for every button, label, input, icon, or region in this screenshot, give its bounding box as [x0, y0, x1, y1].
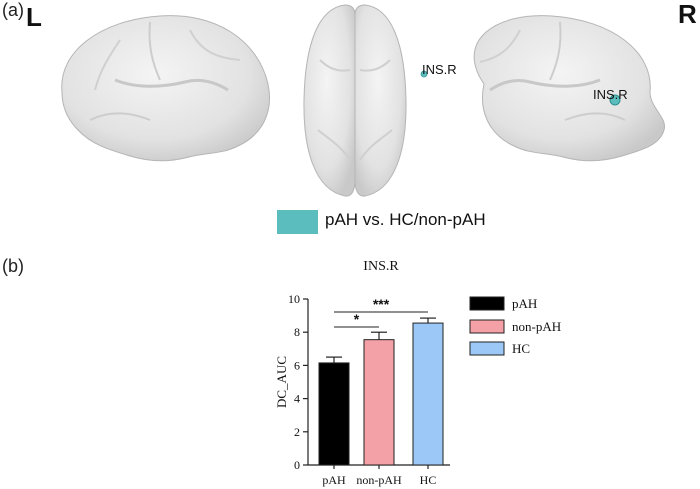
- panel-b-label: (b): [2, 256, 24, 276]
- y-tick-label-8: 8: [294, 325, 300, 339]
- roi-label-right: INS.R: [593, 87, 628, 102]
- y-tick-label-0: 0: [294, 458, 300, 472]
- bar-non-pAH: [363, 339, 395, 466]
- roi-label-top: INS.R: [422, 62, 457, 77]
- y-tick-label-4: 4: [294, 392, 300, 406]
- brain-views: [61, 4, 666, 234]
- legend-swatch-pAH: [469, 296, 505, 311]
- legend-swatch-HC: [469, 341, 505, 356]
- ventral-brain: [303, 4, 428, 197]
- y-tick-label-2: 2: [294, 425, 300, 439]
- chart-title: INS.R: [363, 259, 399, 274]
- roi-legend-text: pAH vs. HC/non-pAH: [325, 210, 486, 229]
- roi-legend-swatch: [277, 210, 318, 234]
- y-tick-label-10: 10: [288, 292, 300, 306]
- right-lateral-brain: [473, 15, 666, 162]
- roi-marker-right: [609, 94, 621, 106]
- roi-marker-top: [420, 70, 428, 78]
- y-axis-label: DC_AUC: [274, 356, 289, 408]
- right-hemisphere-label: R: [678, 0, 697, 29]
- legend-label-HC: HC: [512, 341, 530, 356]
- bar-pAH: [318, 362, 350, 466]
- x-tick-label-HC: HC: [420, 473, 437, 487]
- legend-swatch-non-pAH: [469, 319, 505, 334]
- significance-label-pAH-non-pAH: *: [354, 311, 360, 327]
- y-tick-label-6: 6: [294, 358, 300, 372]
- x-tick-label-non-pAH: non-pAH: [356, 473, 402, 487]
- legend-label-non-pAH: non-pAH: [512, 319, 561, 334]
- x-tick-label-pAH: pAH: [322, 473, 346, 487]
- panel-a-label: (a): [2, 0, 24, 20]
- bar-HC: [412, 322, 444, 466]
- significance-label-pAH-HC: ***: [373, 296, 390, 312]
- legend-label-pAH: pAH: [512, 296, 537, 311]
- left-lateral-brain: [61, 15, 270, 162]
- left-hemisphere-label: L: [26, 2, 42, 32]
